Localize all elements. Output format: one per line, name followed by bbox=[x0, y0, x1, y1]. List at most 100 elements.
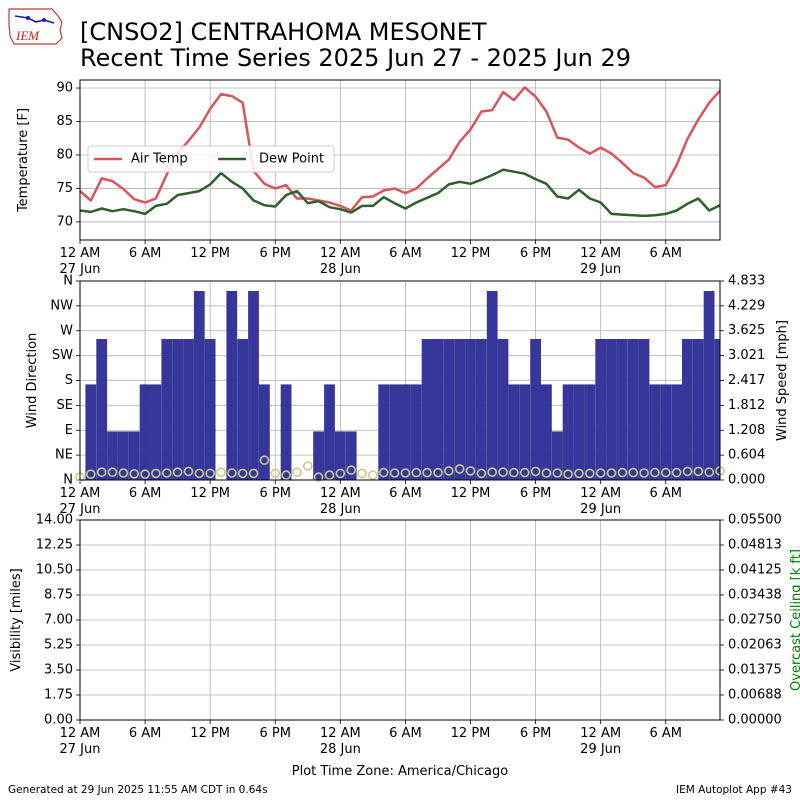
wind-speed-marker bbox=[368, 470, 378, 480]
visibility-axis-label: Visibility [miles] bbox=[9, 568, 24, 671]
y-tick-label: NW bbox=[50, 298, 73, 313]
y-tick-label: 90 bbox=[56, 81, 73, 96]
wind-speed-marker bbox=[172, 467, 183, 478]
wind-speed-marker bbox=[292, 467, 302, 478]
wind-speed-marker bbox=[357, 468, 367, 479]
wind-direction-bar bbox=[172, 339, 183, 480]
wind-speed-marker bbox=[162, 468, 172, 478]
y-tick-label: 5.25 bbox=[44, 638, 73, 653]
y2-tick-label: 0.03438 bbox=[728, 587, 782, 602]
wind-speed-marker bbox=[194, 468, 205, 479]
wind-speed-marker bbox=[660, 467, 671, 478]
y-tick-label: SE bbox=[57, 398, 73, 413]
wind-speed-marker bbox=[519, 467, 530, 478]
wind-speed-marker bbox=[552, 468, 563, 478]
wind-speed-marker bbox=[389, 468, 400, 478]
x-date-label: 29 Jun bbox=[580, 502, 621, 517]
x-tick-label: 6 PM bbox=[260, 486, 291, 501]
wind-direction-bar bbox=[118, 431, 129, 480]
legend-label-dew-point: Dew Point bbox=[259, 152, 324, 167]
x-tick-label: 12 AM bbox=[320, 246, 361, 261]
y-tick-label: SW bbox=[52, 348, 73, 363]
x-tick-label: 6 AM bbox=[129, 486, 162, 501]
x-tick-label: 12 PM bbox=[190, 726, 230, 741]
y2-tick-label: 0.00688 bbox=[728, 687, 782, 702]
wind-direction-bar bbox=[649, 384, 661, 480]
wind-speed-marker bbox=[639, 468, 649, 478]
wind-direction-bar bbox=[128, 431, 140, 480]
y-tick-label: 70 bbox=[56, 214, 73, 229]
y2-tick-label: 1.812 bbox=[728, 398, 765, 413]
y2-tick-label: 0.05500 bbox=[728, 513, 782, 528]
chart-title-line1: [CNSO2] CENTRAHOMA MESONET bbox=[80, 18, 487, 46]
wind-speed-marker bbox=[704, 467, 715, 478]
wind-direction-bar bbox=[454, 339, 465, 480]
wind-direction-bar bbox=[313, 431, 324, 480]
y-tick-label: N bbox=[63, 473, 73, 488]
x-tick-label: 12 PM bbox=[190, 486, 230, 501]
wind-speed-axis-label: Wind Speed [mph] bbox=[775, 320, 790, 441]
wind-direction-bar bbox=[193, 291, 205, 480]
wind-direction-bar bbox=[497, 339, 509, 480]
wind-speed-marker bbox=[541, 468, 552, 478]
x-tick-label: 12 AM bbox=[60, 246, 101, 261]
x-date-label: 27 Jun bbox=[60, 502, 101, 517]
y-tick-label: 12.25 bbox=[36, 538, 73, 553]
wind-speed-marker bbox=[259, 455, 270, 466]
wind-direction-bar bbox=[606, 339, 617, 480]
x-date-label: 29 Jun bbox=[580, 742, 621, 757]
x-tick-label: 6 AM bbox=[129, 726, 162, 741]
temperature-axis-label: Temperature [F] bbox=[16, 108, 31, 213]
x-tick-label: 6 PM bbox=[520, 246, 551, 261]
wind-direction-bar bbox=[226, 291, 238, 480]
ceiling-axis-label: Overcast Ceiling [k ft] bbox=[789, 549, 800, 691]
wind-speed-marker bbox=[86, 469, 96, 480]
generated-note: Generated at 29 Jun 2025 11:55 AM CDT in… bbox=[8, 784, 268, 796]
y2-tick-label: 2.417 bbox=[728, 373, 765, 388]
legend-label-air-temp: Air Temp bbox=[131, 152, 188, 167]
y2-tick-label: 0.02750 bbox=[728, 613, 782, 628]
wind-speed-marker bbox=[606, 468, 617, 478]
wind-speed-marker bbox=[617, 467, 628, 478]
wind-speed-marker bbox=[151, 468, 161, 479]
wind-speed-marker bbox=[313, 472, 324, 482]
y-tick-label: 0.00 bbox=[44, 713, 73, 728]
wind-direction-bar bbox=[421, 339, 433, 480]
wind-speed-marker bbox=[422, 467, 432, 478]
wind-direction-bar bbox=[237, 339, 249, 480]
wind-speed-marker bbox=[584, 468, 595, 479]
wind-direction-bar bbox=[107, 431, 118, 480]
wind-direction-bar bbox=[465, 339, 476, 480]
x-date-label: 28 Jun bbox=[320, 742, 361, 757]
y2-tick-label: 0.604 bbox=[728, 448, 765, 463]
wind-direction-bar bbox=[475, 339, 487, 480]
x-tick-label: 6 AM bbox=[389, 486, 422, 501]
wind-direction-bar bbox=[96, 339, 108, 480]
x-tick-label: 6 AM bbox=[650, 246, 683, 261]
wind-direction-bar bbox=[183, 339, 194, 480]
x-tick-label: 12 PM bbox=[451, 246, 491, 261]
wind-speed-marker bbox=[443, 466, 454, 476]
wind-speed-marker bbox=[487, 467, 498, 478]
x-tick-label: 6 PM bbox=[260, 246, 291, 261]
wind-direction-bar bbox=[660, 384, 672, 480]
wind-speed-marker bbox=[378, 467, 389, 478]
chart-title-line2: Recent Time Series 2025 Jun 27 - 2025 Ju… bbox=[80, 44, 632, 72]
wind-direction-bar bbox=[551, 431, 563, 480]
wind-direction-bar bbox=[508, 384, 520, 480]
x-tick-label: 12 AM bbox=[60, 486, 101, 501]
wind-direction-bar bbox=[486, 291, 498, 480]
wind-speed-marker bbox=[476, 468, 487, 479]
y-tick-label: 3.50 bbox=[44, 663, 73, 678]
x-tick-label: 6 AM bbox=[650, 726, 683, 741]
wind-speed-marker bbox=[628, 467, 639, 478]
x-date-label: 29 Jun bbox=[580, 262, 621, 277]
wind-speed-marker bbox=[216, 467, 226, 478]
wind-direction-bar bbox=[530, 339, 541, 480]
wind-speed-marker bbox=[107, 467, 118, 478]
wind-speed-marker bbox=[205, 468, 215, 479]
y2-tick-label: 0.01375 bbox=[728, 663, 782, 678]
wind-direction-bar bbox=[584, 384, 596, 480]
wind-direction-bar bbox=[400, 384, 411, 480]
wind-direction-bar bbox=[410, 384, 422, 480]
